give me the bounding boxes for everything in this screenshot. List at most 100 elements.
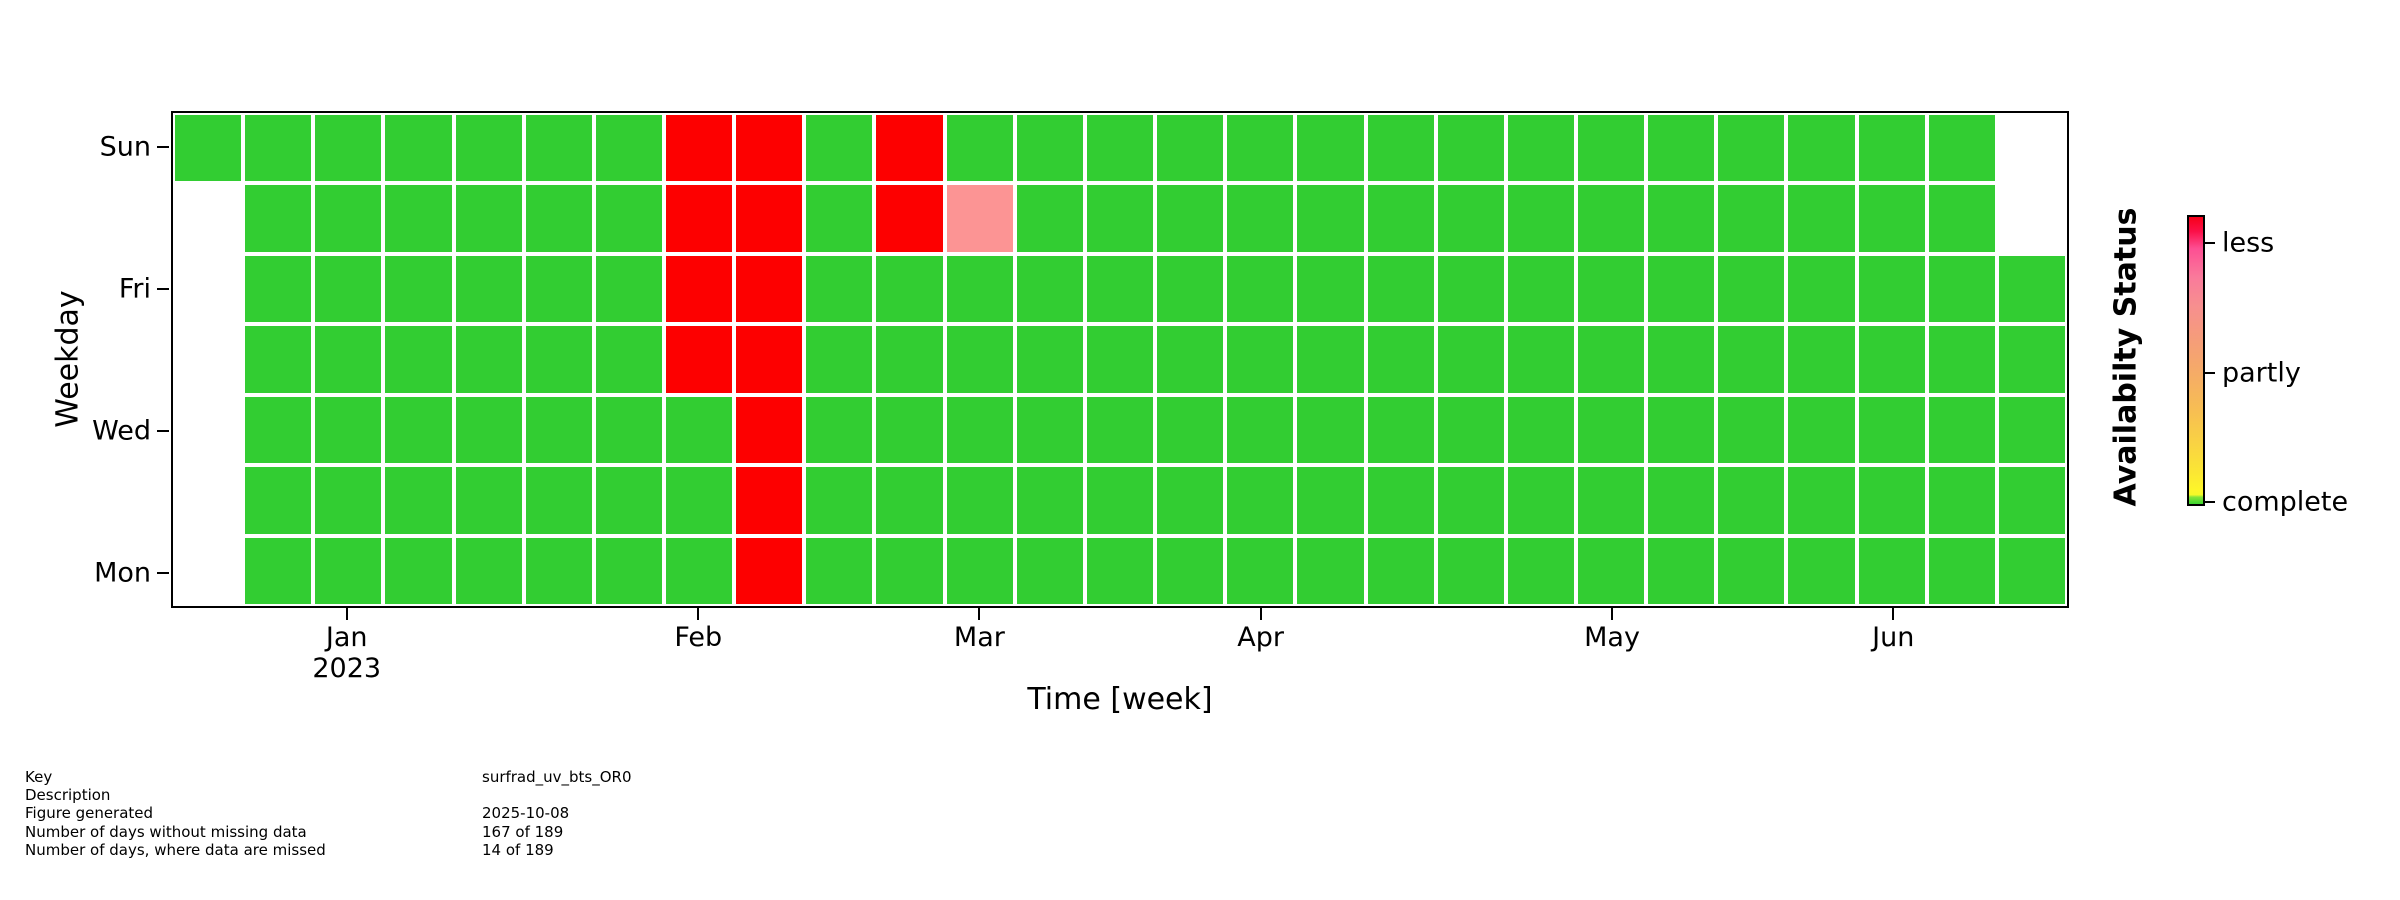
heatmap-cell-complete	[946, 115, 1013, 182]
heatmap-cell-complete	[1157, 115, 1224, 182]
y-tick-label: Fri	[118, 273, 151, 304]
heatmap-cell-complete	[385, 537, 452, 604]
info-value: 167 of 189	[482, 822, 564, 841]
heatmap-cell-complete	[1437, 326, 1504, 393]
heatmap-cell-complete	[806, 115, 873, 182]
heatmap-cell-complete	[1577, 185, 1645, 252]
heatmap-cell-complete	[315, 467, 382, 534]
heatmap-cell-complete	[1227, 185, 1294, 252]
heatmap-cell-complete	[1086, 185, 1154, 252]
heatmap-cell-complete	[595, 326, 663, 393]
heatmap-cell-complete	[1858, 115, 1925, 182]
colorbar-tick-label: partly	[2222, 357, 2301, 389]
heatmap-cell-complete	[525, 326, 592, 393]
heatmap-cell-complete	[1367, 537, 1434, 604]
heatmap-cell-complete	[245, 185, 312, 252]
heatmap-cell-complete	[1157, 537, 1224, 604]
heatmap-cell-complete	[946, 326, 1013, 393]
heatmap-cell-complete	[1227, 115, 1294, 182]
heatmap-cell-empty	[175, 326, 241, 392]
heatmap-cell-complete	[595, 467, 663, 534]
x-tick-label: Jan 2023	[267, 622, 427, 684]
heatmap-cell-complete	[666, 467, 733, 534]
heatmap-cell-complete	[315, 115, 382, 182]
heatmap-cell-missed	[736, 255, 803, 323]
heatmap-cell-empty	[1999, 115, 2065, 181]
heatmap-cell-complete	[1437, 255, 1504, 323]
heatmap-cell-complete	[455, 326, 522, 393]
heatmap-cell-complete	[1086, 396, 1154, 464]
heatmap-cell-complete	[666, 537, 733, 604]
heatmap-cell-complete	[1648, 115, 1715, 182]
y-tick-mark	[157, 429, 169, 432]
heatmap-cell-complete	[1858, 396, 1925, 464]
heatmap-cell-complete	[595, 185, 663, 252]
heatmap-cell-missed	[736, 467, 803, 534]
heatmap-cell-complete	[385, 396, 452, 464]
x-tick-label: May	[1584, 622, 1640, 653]
heatmap-cell-complete	[385, 326, 452, 393]
heatmap-cell-complete	[315, 255, 382, 323]
heatmap-cell-complete	[245, 537, 312, 604]
heatmap-cell-complete	[1998, 255, 2065, 323]
heatmap-cell-complete	[806, 255, 873, 323]
heatmap-cell-empty	[175, 538, 241, 604]
x-axis-title: Time [week]	[1027, 682, 1213, 717]
heatmap-cell-complete	[245, 467, 312, 534]
x-tick-label: Mar	[953, 622, 1005, 653]
heatmap-cell-complete	[385, 467, 452, 534]
heatmap-cell-complete	[1928, 396, 1995, 464]
heatmap-cell-complete	[1928, 255, 1995, 323]
heatmap-cell-complete	[1367, 467, 1434, 534]
heatmap-cell-complete	[1507, 467, 1574, 534]
info-value: surfrad_uv_bts_OR0	[482, 768, 632, 786]
heatmap-cell-complete	[1788, 185, 1855, 252]
heatmap-cell-complete	[1718, 255, 1785, 323]
heatmap-cell-complete	[175, 115, 242, 182]
info-label: Key	[25, 768, 53, 786]
heatmap-cell-complete	[1577, 467, 1645, 534]
heatmap-cell-complete	[1998, 467, 2065, 534]
info-row: Number of days, where data are missed 14 …	[25, 841, 632, 859]
heatmap-cell-complete	[1648, 396, 1715, 464]
heatmap-cell-complete	[806, 396, 873, 464]
y-tick-mark	[157, 287, 169, 290]
heatmap-cell-complete	[455, 185, 522, 252]
heatmap-cell-complete	[1998, 326, 2065, 393]
heatmap-cell-empty	[175, 397, 241, 463]
heatmap-cell-complete	[1928, 537, 1995, 604]
info-block: Key surfrad_uv_bts_OR0 Description Figure g…	[25, 768, 632, 859]
heatmap-cell-complete	[876, 255, 943, 323]
x-tick-mark	[697, 608, 700, 620]
heatmap-cell-complete	[1297, 185, 1364, 252]
heatmap-cell-complete	[1788, 396, 1855, 464]
heatmap-cell-complete	[385, 185, 452, 252]
heatmap-cell-complete	[245, 326, 312, 393]
colorbar-tick-mark	[2205, 242, 2215, 245]
heatmap-cell-missed	[736, 537, 803, 604]
info-row: Key surfrad_uv_bts_OR0	[25, 768, 632, 786]
info-row: Description	[25, 786, 632, 804]
heatmap-cell-partly	[946, 185, 1013, 252]
heatmap-cell-complete	[1086, 115, 1154, 182]
x-tick-mark	[978, 608, 981, 620]
info-row: Figure generated 2025-10-08	[25, 804, 632, 822]
heatmap-cell-missed	[666, 115, 733, 182]
heatmap-cell-complete	[1718, 326, 1785, 393]
heatmap-cell-complete	[315, 396, 382, 464]
heatmap-cell-complete	[1718, 467, 1785, 534]
heatmap-cell-complete	[1437, 467, 1504, 534]
heatmap-cell-complete	[1297, 326, 1364, 393]
heatmap-cell-complete	[1086, 467, 1154, 534]
colorbar-tick-mark	[2205, 501, 2215, 503]
heatmap-cell-complete	[1016, 255, 1083, 323]
heatmap-cell-complete	[1858, 537, 1925, 604]
heatmap-cell-complete	[1157, 326, 1224, 393]
heatmap-cell-complete	[946, 396, 1013, 464]
heatmap-cell-complete	[1858, 326, 1925, 393]
heatmap-cell-complete	[1577, 115, 1645, 182]
heatmap-cell-complete	[1648, 467, 1715, 534]
heatmap-cell-complete	[1577, 255, 1645, 323]
colorbar-title: Availabilty Status	[2108, 207, 2144, 507]
